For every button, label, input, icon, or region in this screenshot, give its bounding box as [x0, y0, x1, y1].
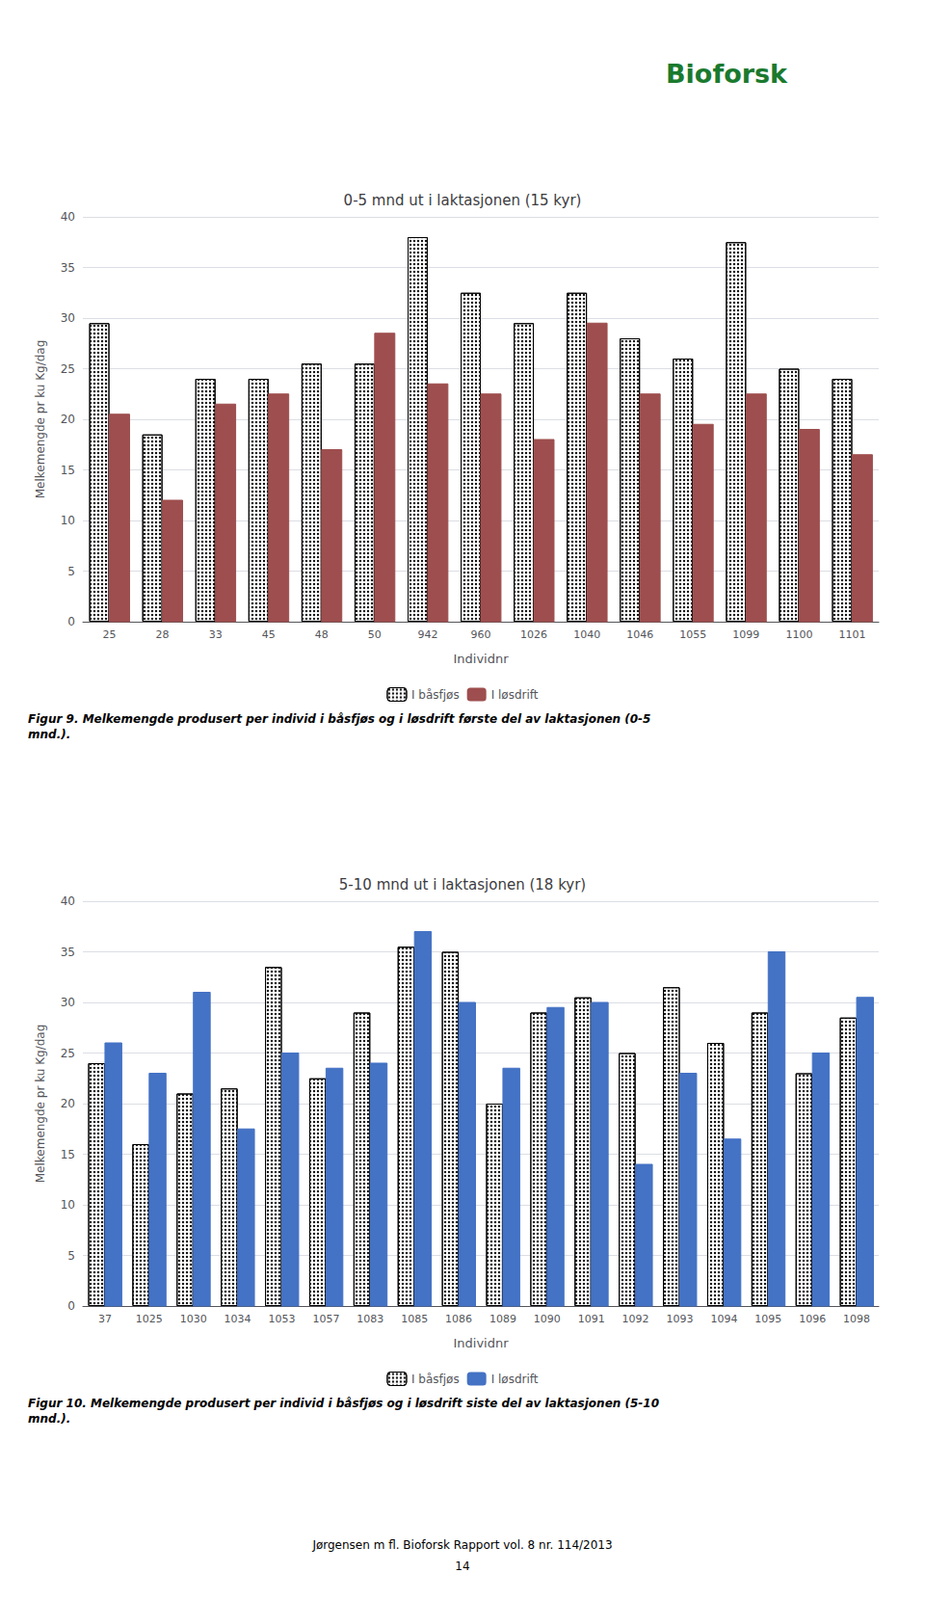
- svg-text:Figur 10. Melkemengde produser: Figur 10. Melkemengde produsert per indi…: [27, 1396, 660, 1410]
- svg-text:1095: 1095: [754, 1312, 782, 1325]
- svg-text:1026: 1026: [520, 628, 548, 641]
- svg-text:1025: 1025: [135, 1312, 163, 1325]
- svg-text:0: 0: [67, 1298, 76, 1313]
- svg-text:1086: 1086: [445, 1312, 473, 1325]
- svg-text:1100: 1100: [785, 628, 813, 641]
- svg-text:1094: 1094: [710, 1312, 738, 1325]
- svg-text:1034: 1034: [224, 1312, 252, 1325]
- svg-text:1083: 1083: [356, 1312, 384, 1325]
- svg-text:5-10 mnd ut i laktasjonen (18: 5-10 mnd ut i laktasjonen (18 kyr): [339, 875, 586, 894]
- svg-text:28: 28: [156, 628, 170, 641]
- svg-text:1089: 1089: [489, 1312, 517, 1325]
- svg-text:1093: 1093: [666, 1312, 694, 1325]
- svg-text:Figur 9. Melkemengde produsert: Figur 9. Melkemengde produsert per indiv…: [27, 712, 651, 726]
- svg-text:40: 40: [60, 210, 76, 224]
- svg-text:10: 10: [60, 1197, 76, 1212]
- svg-text:14: 14: [454, 1559, 470, 1573]
- svg-text:50: 50: [368, 628, 382, 641]
- svg-text:5: 5: [67, 564, 76, 579]
- svg-text:1046: 1046: [626, 628, 654, 641]
- svg-text:1092: 1092: [622, 1312, 650, 1325]
- svg-text:I løsdrift: I løsdrift: [491, 1372, 539, 1386]
- svg-text:960: 960: [471, 628, 492, 641]
- svg-text:0-5 mnd ut i laktasjonen (15 k: 0-5 mnd ut i laktasjonen (15 kyr): [343, 191, 582, 210]
- svg-text:1099: 1099: [732, 628, 760, 641]
- svg-text:Individnr: Individnr: [452, 1335, 509, 1350]
- svg-text:20: 20: [60, 412, 76, 426]
- svg-text:25: 25: [60, 362, 76, 376]
- svg-text:1096: 1096: [798, 1312, 826, 1325]
- svg-text:1030: 1030: [180, 1312, 208, 1325]
- svg-text:30: 30: [60, 995, 76, 1009]
- svg-text:1085: 1085: [400, 1312, 428, 1325]
- svg-text:25: 25: [103, 628, 117, 641]
- svg-text:I båsfjøs: I båsfjøs: [411, 687, 460, 702]
- svg-text:35: 35: [60, 945, 76, 959]
- svg-text:37: 37: [98, 1312, 112, 1325]
- svg-text:1090: 1090: [533, 1312, 561, 1325]
- svg-text:15: 15: [60, 463, 76, 477]
- svg-text:25: 25: [60, 1046, 76, 1060]
- svg-text:mnd.).: mnd.).: [27, 727, 71, 741]
- svg-text:Melkemengde pr ku Kg/dag: Melkemengde pr ku Kg/dag: [33, 340, 48, 500]
- svg-text:35: 35: [60, 261, 76, 275]
- svg-text:1055: 1055: [679, 628, 707, 641]
- svg-text:Individnr: Individnr: [452, 651, 509, 666]
- svg-text:1053: 1053: [268, 1312, 296, 1325]
- svg-text:Melkemengde pr ku Kg/dag: Melkemengde pr ku Kg/dag: [33, 1024, 48, 1184]
- svg-text:I løsdrift: I løsdrift: [491, 687, 539, 702]
- svg-text:I båsfjøs: I båsfjøs: [411, 1372, 460, 1386]
- svg-text:1040: 1040: [573, 628, 601, 641]
- svg-text:1057: 1057: [312, 1312, 340, 1325]
- svg-text:10: 10: [60, 513, 76, 528]
- svg-text:5: 5: [67, 1248, 76, 1263]
- svg-text:20: 20: [60, 1096, 76, 1110]
- svg-text:mnd.).: mnd.).: [27, 1411, 71, 1426]
- svg-text:30: 30: [60, 311, 76, 325]
- svg-text:33: 33: [209, 628, 223, 641]
- svg-text:48: 48: [315, 628, 329, 641]
- svg-text:Bioforsk: Bioforsk: [665, 58, 789, 89]
- svg-text:15: 15: [60, 1147, 76, 1162]
- svg-text:942: 942: [417, 628, 438, 641]
- svg-text:0: 0: [67, 614, 76, 629]
- svg-text:40: 40: [60, 894, 76, 908]
- svg-text:1091: 1091: [578, 1312, 606, 1325]
- svg-text:45: 45: [262, 628, 276, 641]
- svg-text:Jørgensen m fl. Bioforsk Rappo: Jørgensen m fl. Bioforsk Rapport vol. 8 …: [311, 1537, 612, 1552]
- svg-text:1098: 1098: [843, 1312, 871, 1325]
- svg-text:1101: 1101: [838, 628, 866, 641]
